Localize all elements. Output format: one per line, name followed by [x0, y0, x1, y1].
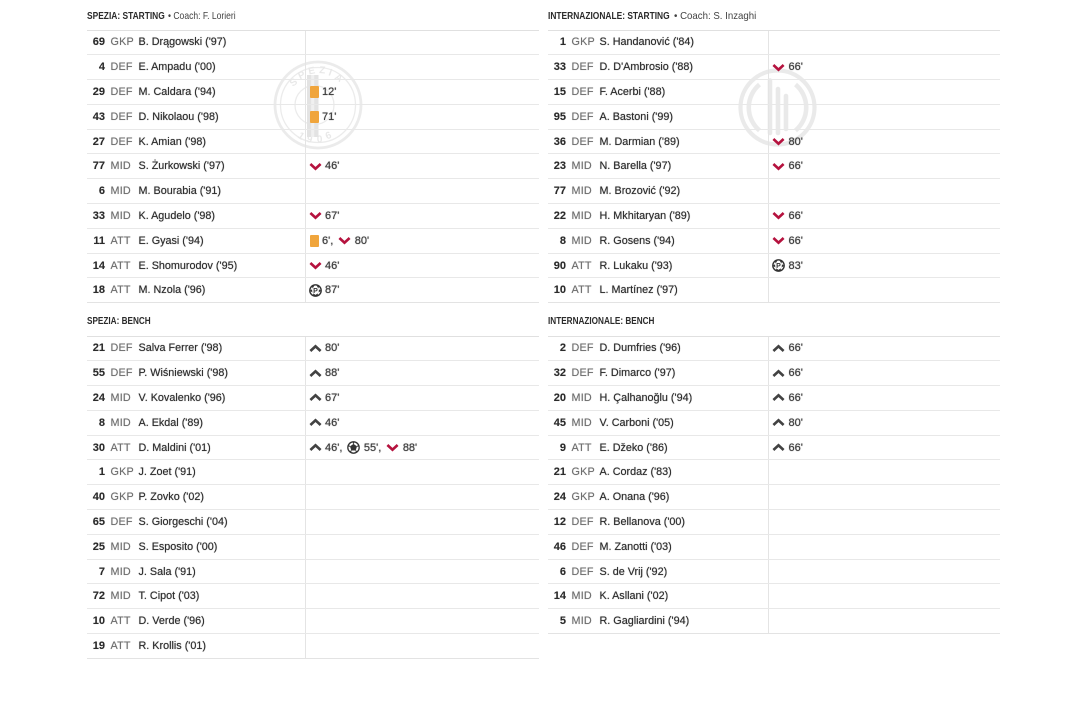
svg-text:E: E — [307, 65, 316, 77]
svg-text:9: 9 — [305, 134, 314, 146]
svg-text:I: I — [327, 67, 334, 78]
svg-text:P: P — [776, 263, 781, 270]
svg-text:1: 1 — [295, 130, 306, 142]
svg-text:6: 6 — [324, 130, 334, 142]
svg-text:P: P — [296, 69, 307, 82]
svg-text:Z: Z — [319, 65, 326, 76]
svg-text:0: 0 — [317, 134, 324, 145]
svg-text:P: P — [313, 288, 318, 295]
